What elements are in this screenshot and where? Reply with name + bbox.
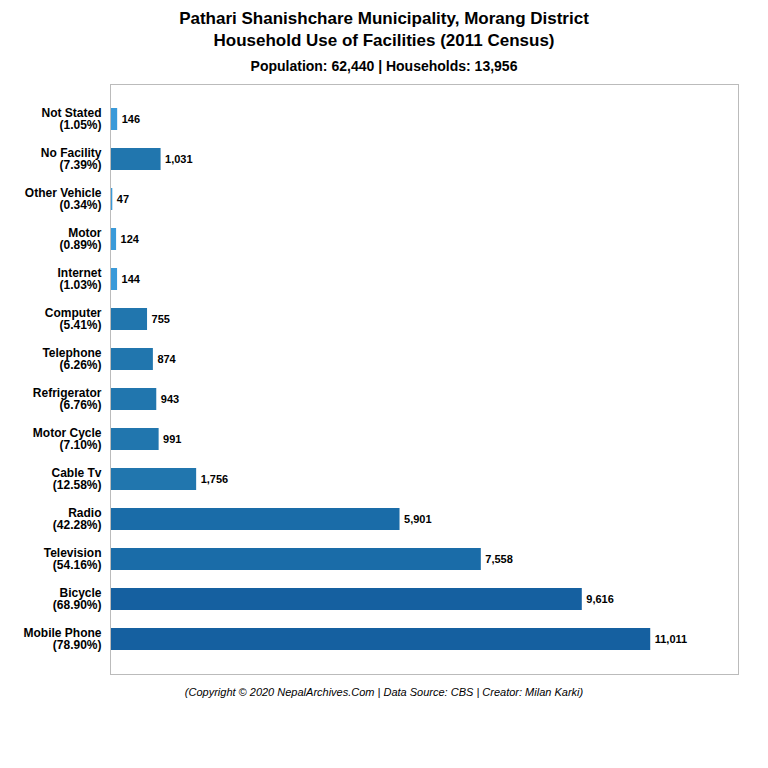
svg-text:Motor(0.89%): Motor(0.89%) [59, 227, 101, 253]
svg-text:1,031: 1,031 [165, 153, 193, 165]
svg-text:146: 146 [122, 113, 140, 125]
svg-text:Radio(42.28%): Radio(42.28%) [53, 507, 102, 533]
svg-text:9,616: 9,616 [586, 593, 614, 605]
svg-text:7,558: 7,558 [485, 553, 513, 565]
svg-text:Other Vehicle(0.34%): Other Vehicle(0.34%) [25, 187, 102, 213]
svg-text:Bicycle(68.90%): Bicycle(68.90%) [53, 587, 102, 613]
svg-text:144: 144 [122, 273, 141, 285]
html-text:(Copyright © 2020 NepalArchive: (Copyright © 2020 NepalArchives.Com | Da… [184, 686, 584, 699]
svg-text:5,901: 5,901 [404, 513, 432, 525]
svg-text:755: 755 [152, 313, 170, 325]
svg-text:11,011: 11,011 [655, 633, 687, 645]
html-text:Population: 62,440 | Household: Population: 62,440 | Households: 13,956 [250, 58, 518, 75]
svg-text:991: 991 [163, 433, 181, 445]
svg-text:Mobile Phone(78.90%): Mobile Phone(78.90%) [24, 627, 102, 653]
svg-text:47: 47 [117, 193, 129, 205]
svg-text:943: 943 [161, 393, 179, 405]
svg-text:Television(54.16%): Television(54.16%) [44, 547, 102, 573]
html-text:Pathari Shanishchare Municipal: Pathari Shanishchare Municipality, Moran… [179, 9, 589, 51]
svg-text:No Facility(7.39%): No Facility(7.39%) [41, 147, 102, 173]
svg-text:Computer(5.41%): Computer(5.41%) [45, 307, 102, 333]
svg-text:Motor Cycle(7.10%): Motor Cycle(7.10%) [33, 427, 102, 453]
svg-text:Refrigerator(6.76%): Refrigerator(6.76%) [33, 387, 102, 413]
svg-text:Not Stated(1.05%): Not Stated(1.05%) [42, 107, 102, 133]
svg-text:Telephone(6.26%): Telephone(6.26%) [42, 347, 101, 373]
svg-text:124: 124 [121, 233, 140, 245]
svg-text:1,756: 1,756 [201, 473, 229, 485]
svg-text:Cable Tv(12.58%): Cable Tv(12.58%) [51, 467, 101, 493]
svg-text:874: 874 [157, 353, 176, 365]
svg-text:Internet(1.03%): Internet(1.03%) [57, 267, 101, 293]
